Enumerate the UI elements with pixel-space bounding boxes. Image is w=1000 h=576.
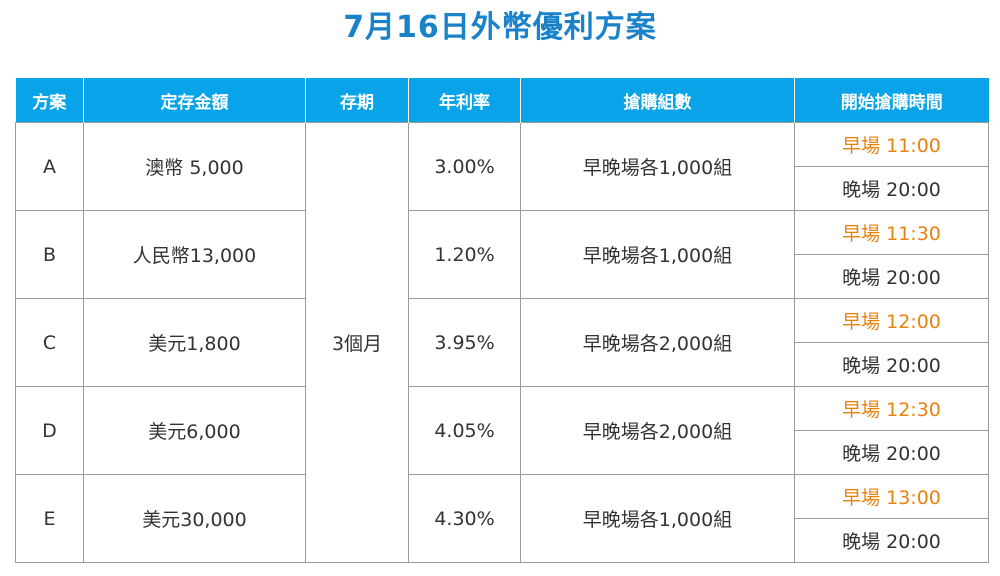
groups-cell: 早晚場各1,000組 bbox=[520, 122, 795, 211]
evening-time-cell: 晚場 20:00 bbox=[794, 166, 989, 211]
amount-cell: 美元6,000 bbox=[83, 386, 306, 475]
rate-cell: 4.05% bbox=[408, 386, 521, 475]
plan-cell: E bbox=[15, 474, 84, 563]
morning-time-cell: 早場 11:00 bbox=[794, 122, 989, 167]
table-row: 晚場 20:00 bbox=[16, 166, 989, 211]
term-cell: 3個月 bbox=[305, 122, 409, 563]
evening-time-cell: 晚場 20:00 bbox=[794, 342, 989, 387]
rate-cell: 1.20% bbox=[408, 210, 521, 299]
plan-cell: C bbox=[15, 298, 84, 387]
header-amount: 定存金額 bbox=[83, 78, 306, 123]
evening-time-cell: 晚場 20:00 bbox=[794, 518, 989, 563]
table-row: 晚場 20:00 bbox=[16, 518, 989, 563]
amount-cell: 人民幣13,000 bbox=[83, 210, 306, 299]
amount-cell: 美元1,800 bbox=[83, 298, 306, 387]
rate-cell: 3.95% bbox=[408, 298, 521, 387]
table-row: E 美元30,000 4.30% 早晚場各1,000組 早場 13:00 bbox=[15, 474, 989, 563]
evening-time-cell: 晚場 20:00 bbox=[794, 430, 989, 475]
table-row: A 澳幣 5,000 3個月 3.00% 早晚場各1,000組 早場 11:00 bbox=[15, 122, 989, 563]
header-term: 存期 bbox=[305, 78, 409, 123]
plan-table: 方案 定存金額 存期 年利率 搶購組數 開始搶購時間 A 澳幣 5,000 3個… bbox=[15, 78, 989, 563]
groups-cell: 早晚場各1,000組 bbox=[520, 210, 795, 299]
groups-cell: 早晚場各2,000組 bbox=[520, 298, 795, 387]
table-row: 晚場 20:00 bbox=[16, 430, 989, 475]
table-row: D 美元6,000 4.05% 早晚場各2,000組 早場 12:30 bbox=[15, 386, 989, 475]
groups-cell: 早晚場各1,000組 bbox=[520, 474, 795, 563]
header-rate: 年利率 bbox=[408, 78, 521, 123]
groups-cell: 早晚場各2,000組 bbox=[520, 386, 795, 475]
header-start-time: 開始搶購時間 bbox=[794, 78, 989, 123]
morning-time-cell: 早場 12:30 bbox=[794, 386, 989, 431]
morning-time-cell: 早場 12:00 bbox=[794, 298, 989, 343]
page-title: 7月16日外幣優利方案 bbox=[343, 10, 657, 45]
plan-cell: A bbox=[15, 122, 84, 211]
rate-cell: 4.30% bbox=[408, 474, 521, 563]
table-header-row: 方案 定存金額 存期 年利率 搶購組數 開始搶購時間 bbox=[15, 78, 989, 123]
evening-time-cell: 晚場 20:00 bbox=[794, 254, 989, 299]
header-groups: 搶購組數 bbox=[520, 78, 795, 123]
header-plan: 方案 bbox=[15, 78, 84, 123]
table-row: C 美元1,800 3.95% 早晚場各2,000組 早場 12:00 bbox=[15, 298, 989, 387]
plan-cell: B bbox=[15, 210, 84, 299]
amount-cell: 美元30,000 bbox=[83, 474, 306, 563]
table-row: 晚場 20:00 bbox=[16, 254, 989, 299]
amount-cell: 澳幣 5,000 bbox=[83, 122, 306, 211]
table-row: B 人民幣13,000 1.20% 早晚場各1,000組 早場 11:30 bbox=[15, 210, 989, 299]
rate-cell: 3.00% bbox=[408, 122, 521, 211]
morning-time-cell: 早場 13:00 bbox=[794, 474, 989, 519]
morning-time-cell: 早場 11:30 bbox=[794, 210, 989, 255]
plan-cell: D bbox=[15, 386, 84, 475]
